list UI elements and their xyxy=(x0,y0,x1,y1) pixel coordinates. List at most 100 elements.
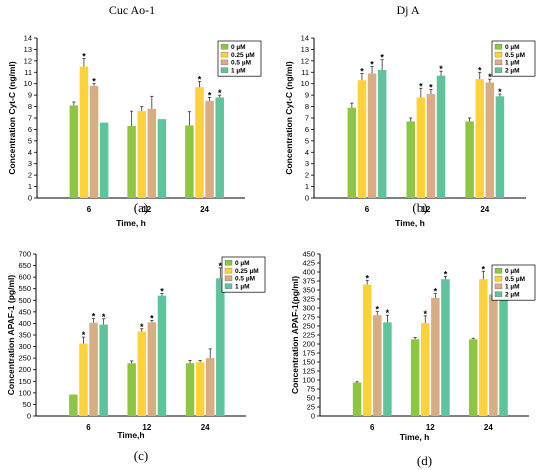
significance-star: * xyxy=(219,261,223,271)
bar-24h-2 xyxy=(475,79,484,198)
y-tick-label: 2 xyxy=(28,171,32,180)
y-tick-label: 11 xyxy=(301,68,309,77)
bar-6h-3 xyxy=(89,322,98,416)
x-tick-label: 6 xyxy=(370,423,375,432)
bar-24h-3 xyxy=(485,82,495,198)
bar-12h-4 xyxy=(157,119,167,198)
bar-24h-2 xyxy=(195,87,204,198)
y-tick-label: 0 xyxy=(311,412,315,421)
y-tick-label: 150 xyxy=(302,358,315,367)
y-tick-label: 500 xyxy=(18,296,31,305)
bar-6h-4 xyxy=(99,324,108,416)
significance-star: * xyxy=(218,88,222,98)
bar-24h-1 xyxy=(185,363,195,416)
legend-label: 1 µM xyxy=(231,68,246,75)
significance-star: * xyxy=(102,312,106,322)
y-tick-label: 75 xyxy=(307,385,315,394)
bar-6h-2 xyxy=(357,80,367,198)
x-tick-label: 6 xyxy=(365,205,370,214)
significance-star: * xyxy=(360,66,364,76)
bar-12h-3 xyxy=(147,322,157,416)
y-tick-label: 350 xyxy=(18,331,31,340)
significance-star: * xyxy=(478,65,482,75)
y-axis-label: Concentration Cyt-C (ng/ml) xyxy=(7,61,17,174)
x-tick-label: 6 xyxy=(86,423,91,432)
legend-swatch xyxy=(220,67,229,73)
y-tick-label: 50 xyxy=(307,394,315,403)
legend-label: 0.25 µM xyxy=(235,268,259,275)
y-tick-label: 13 xyxy=(301,45,309,54)
bar-24h-3 xyxy=(489,294,498,416)
y-tick-label: 450 xyxy=(302,250,315,259)
legend-label: 0 µM xyxy=(231,44,246,51)
y-tick-label: 3 xyxy=(28,159,32,168)
panel-label: (b) xyxy=(412,200,427,215)
significance-star: * xyxy=(82,330,86,340)
significance-star: * xyxy=(365,273,369,283)
legend-swatch xyxy=(494,59,503,66)
bar-24h-3 xyxy=(205,100,214,198)
significance-star: * xyxy=(439,64,443,74)
bar-12h-1 xyxy=(127,363,136,416)
y-tick-label: 300 xyxy=(302,304,315,313)
y-axis-label: Concentration APAF-1 (pg/ml) xyxy=(6,275,16,396)
y-tick-label: 7 xyxy=(28,114,32,123)
y-tick-label: 400 xyxy=(302,268,315,277)
significance-star: * xyxy=(160,286,164,296)
bar-6h-3 xyxy=(367,73,377,198)
bar-24h-4 xyxy=(215,97,224,198)
x-tick-label: 24 xyxy=(201,423,210,432)
y-tick-label: 12 xyxy=(24,56,32,65)
y-tick-label: 10 xyxy=(301,79,309,88)
y-tick-label: 400 xyxy=(18,319,31,328)
bar-6h-1 xyxy=(347,107,357,198)
bar-12h-3 xyxy=(147,108,157,198)
legend-swatch xyxy=(220,44,229,50)
significance-star: * xyxy=(380,53,384,63)
x-axis-label: Time, h xyxy=(116,218,146,228)
y-tick-label: 325 xyxy=(302,295,315,304)
significance-star: * xyxy=(376,305,380,315)
y-tick-label: 8 xyxy=(28,102,32,111)
y-tick-label: 4 xyxy=(305,148,309,157)
y-tick-label: 550 xyxy=(18,284,31,293)
panel-label: (d) xyxy=(417,453,432,468)
y-tick-label: 1 xyxy=(28,182,32,191)
y-tick-label: 7 xyxy=(305,114,309,123)
y-tick-label: 250 xyxy=(18,354,31,363)
bar-24h-4 xyxy=(216,278,225,416)
bar-6h-1 xyxy=(69,105,79,198)
bar-12h-4 xyxy=(157,295,167,416)
legend-swatch xyxy=(220,51,229,58)
significance-star: * xyxy=(482,264,486,274)
bar-24h-2 xyxy=(479,279,488,416)
bar-12h-4 xyxy=(441,279,450,416)
y-tick-label: 6 xyxy=(28,125,32,134)
significance-star: * xyxy=(370,60,374,70)
bar-6h-2 xyxy=(79,66,89,198)
significance-star: * xyxy=(434,287,438,297)
y-tick-label: 300 xyxy=(18,342,31,351)
bar-12h-3 xyxy=(431,297,440,416)
legend-swatch xyxy=(494,51,503,58)
bar-12h-1 xyxy=(410,339,420,416)
legend-swatch xyxy=(224,283,233,289)
y-tick-label: 8 xyxy=(305,102,309,111)
y-tick-label: 100 xyxy=(302,376,315,385)
legend-swatch xyxy=(494,283,503,290)
significance-star: * xyxy=(208,90,212,100)
bar-6h-4 xyxy=(377,70,387,198)
bar-24h-1 xyxy=(185,125,194,198)
significance-star: * xyxy=(150,313,154,323)
legend-swatch xyxy=(494,291,503,297)
significance-star: * xyxy=(419,81,423,91)
bar-12h-1 xyxy=(127,126,136,198)
title-right: Dj A xyxy=(396,3,419,17)
y-tick-label: 9 xyxy=(28,91,32,100)
x-tick-label: 12 xyxy=(142,423,151,432)
y-tick-label: 125 xyxy=(302,367,315,376)
y-tick-label: 14 xyxy=(301,34,309,43)
bar-12h-3 xyxy=(426,94,436,198)
